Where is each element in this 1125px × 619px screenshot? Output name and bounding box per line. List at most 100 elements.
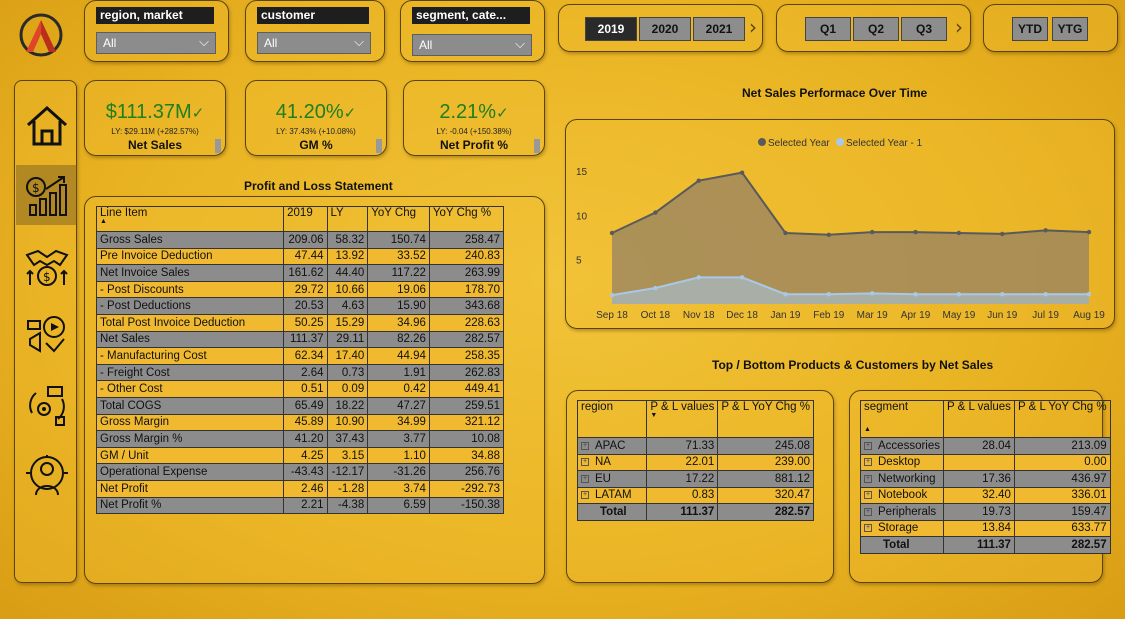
nav-finance[interactable]: $ bbox=[16, 165, 77, 225]
expand-icon[interactable]: + bbox=[864, 441, 872, 450]
table-row[interactable]: + Desktop 0.00 bbox=[860, 453, 1111, 471]
table-row[interactable]: - Other Cost 0.51 0.09 0.42 449.41 bbox=[95, 380, 505, 398]
column-header[interactable]: Line Item ▲ bbox=[95, 206, 285, 232]
column-header[interactable]: P & L values ▼ bbox=[646, 400, 719, 438]
net-sales-area-chart[interactable]: Selected Year Selected Year - 1 5 10 15 Sep 1… bbox=[566, 120, 1116, 330]
table-row[interactable]: Gross Sales 209.06 58.32 150.74 258.47 bbox=[95, 231, 505, 249]
table-row[interactable]: Total Post Invoice Deduction 50.25 15.29 34… bbox=[95, 313, 505, 332]
value-cell: 13.84 bbox=[943, 519, 1015, 537]
sort-up-icon: ▲ bbox=[100, 218, 107, 225]
quarter-q3-button[interactable]: Q3 bbox=[901, 17, 947, 41]
value-cell: 0.83 bbox=[646, 486, 719, 504]
value-cell: -43.43 bbox=[283, 463, 328, 481]
customer-dropdown[interactable]: All ⌵ bbox=[257, 32, 371, 54]
table-row[interactable]: + APAC 71.33 245.08 bbox=[576, 437, 814, 455]
table-row[interactable]: Operational Expense -43.43 -12.17 -31.26 256… bbox=[95, 463, 505, 481]
table-row[interactable]: - Freight Cost 2.64 0.73 1.91 262.83 bbox=[95, 363, 505, 382]
value-cell: 2.21 bbox=[283, 496, 328, 515]
table-row[interactable]: GM / Unit 4.25 3.15 1.10 34.88 bbox=[95, 446, 505, 465]
table-row[interactable]: + Accessories 28.04 213.09 bbox=[860, 437, 1111, 455]
year-2019-button[interactable]: 2019 bbox=[585, 17, 637, 41]
data-point bbox=[1086, 229, 1092, 235]
expand-icon[interactable]: + bbox=[581, 441, 589, 450]
nav-marketing[interactable] bbox=[16, 305, 77, 365]
chevron-right-icon[interactable]: › bbox=[955, 15, 963, 39]
data-point bbox=[696, 178, 701, 183]
nav-home[interactable] bbox=[16, 95, 77, 155]
column-header[interactable]: YoY Chg bbox=[367, 206, 430, 232]
row-label: Peripherals bbox=[878, 505, 937, 518]
customer-slicer[interactable]: customer All ⌵ bbox=[245, 0, 385, 62]
column-header[interactable]: YoY Chg % bbox=[428, 206, 505, 232]
column-header[interactable]: 2019 bbox=[283, 206, 328, 232]
pl-table[interactable]: Line Item ▲ 2019 LY YoY Chg YoY Chg % Gro… bbox=[95, 206, 505, 515]
column-header[interactable]: region bbox=[576, 400, 648, 438]
year-2021-button[interactable]: 2021 bbox=[693, 17, 745, 41]
kpi-gm-percent[interactable]: 41.20%✓ LY: 37.43% (+10.08%) GM % bbox=[245, 80, 387, 156]
table-row[interactable]: + LATAM 0.83 320.47 bbox=[576, 486, 814, 504]
kpi-net-profit-percent[interactable]: 2.21%✓ LY: -0.04 (+150.38%) Net Profit % bbox=[403, 80, 545, 156]
region-market-slicer[interactable]: region, market All ⌵ bbox=[84, 0, 229, 62]
nav-sales[interactable]: $ bbox=[16, 235, 77, 295]
table-row[interactable]: + Notebook 32.40 336.01 bbox=[860, 486, 1111, 504]
expand-icon[interactable]: + bbox=[864, 507, 872, 516]
total-row: Total 111.37 282.57 bbox=[860, 536, 1111, 554]
value-cell: 34.99 bbox=[367, 413, 430, 432]
table-row[interactable]: - Post Deductions 20.53 4.63 15.90 343.68 bbox=[95, 297, 505, 315]
nav-supply-chain[interactable] bbox=[16, 375, 77, 435]
value-cell: 4.63 bbox=[326, 297, 369, 315]
region-market-dropdown[interactable]: All ⌵ bbox=[96, 32, 216, 54]
table-row[interactable]: + NA 22.01 239.00 bbox=[576, 453, 814, 471]
table-row[interactable]: Net Profit 2.46 -1.28 3.74 -292.73 bbox=[95, 479, 505, 498]
year-2020-button[interactable]: 2020 bbox=[639, 17, 691, 41]
expand-icon[interactable]: + bbox=[581, 474, 589, 483]
column-header[interactable]: P & L values bbox=[943, 400, 1015, 438]
quarter-q2-button[interactable]: Q2 bbox=[853, 17, 899, 41]
table-row[interactable]: + Networking 17.36 436.97 bbox=[860, 470, 1111, 488]
table-row[interactable]: - Manufacturing Cost 62.34 17.40 44.94 258.3… bbox=[95, 347, 505, 365]
table-row[interactable]: Total COGS 65.49 18.22 47.27 259.51 bbox=[95, 396, 505, 415]
table-row[interactable]: Pre Invoice Deduction 47.44 13.92 33.52 240.… bbox=[95, 247, 505, 266]
data-point bbox=[696, 275, 701, 280]
chevron-down-icon: ⌵ bbox=[199, 34, 209, 49]
table-row[interactable]: + Storage 13.84 633.77 bbox=[860, 519, 1111, 537]
expand-icon[interactable]: + bbox=[864, 491, 872, 500]
region-table[interactable]: region P & L values ▼ P & L YoY Chg % + AP… bbox=[576, 400, 814, 521]
expand-icon[interactable]: + bbox=[581, 491, 589, 500]
chevron-right-icon[interactable]: › bbox=[749, 15, 757, 39]
ytg-button[interactable]: YTG bbox=[1052, 17, 1088, 41]
table-row[interactable]: - Post Discounts 29.72 10.66 19.06 178.70 bbox=[95, 280, 505, 299]
expand-icon[interactable]: + bbox=[864, 524, 872, 533]
table-row[interactable]: Net Profit % 2.21 -4.38 6.59 -150.38 bbox=[95, 496, 505, 515]
data-point bbox=[956, 230, 962, 236]
segment-category-dropdown[interactable]: All ⌵ bbox=[412, 34, 532, 56]
sort-down-icon: ▼ bbox=[650, 412, 658, 419]
table-row[interactable]: + EU 17.22 881.12 bbox=[576, 470, 814, 488]
segment-category-slicer[interactable]: segment, cate... All ⌵ bbox=[400, 0, 545, 62]
value-cell: 258.47 bbox=[428, 231, 505, 249]
data-point bbox=[1043, 292, 1048, 297]
column-header[interactable]: P & L YoY Chg % bbox=[1013, 400, 1111, 438]
kpi-net-sales[interactable]: $111.37M✓ LY: $29.11M (+282.57%) Net Sal… bbox=[84, 80, 226, 156]
total-value: 282.57 bbox=[717, 503, 814, 521]
column-header[interactable]: P & L YoY Chg % bbox=[717, 400, 814, 438]
column-header[interactable]: LY bbox=[326, 206, 369, 232]
table-row[interactable]: Gross Margin % 41.20 37.43 3.77 10.08 bbox=[95, 430, 505, 448]
expand-icon[interactable]: + bbox=[581, 458, 589, 467]
table-row[interactable]: Net Sales 111.37 29.11 82.26 282.57 bbox=[95, 330, 505, 349]
chevron-down-icon: ⌵ bbox=[354, 34, 364, 49]
expand-icon[interactable]: + bbox=[864, 458, 872, 467]
quarter-q1-button[interactable]: Q1 bbox=[805, 17, 851, 41]
data-point bbox=[1086, 292, 1092, 297]
column-header[interactable]: segment ▲ bbox=[860, 400, 944, 438]
quarter-selector: Q1 Q2 Q3 › bbox=[776, 4, 971, 52]
period-selector: YTD YTG bbox=[983, 4, 1118, 52]
nav-executive[interactable] bbox=[16, 445, 77, 505]
value-cell: 178.70 bbox=[428, 280, 505, 299]
segment-table[interactable]: segment ▲ P & L values P & L YoY Chg % + A… bbox=[860, 400, 1111, 554]
table-row[interactable]: Gross Margin 45.89 10.90 34.99 321.12 bbox=[95, 413, 505, 432]
table-row[interactable]: Net Invoice Sales 161.62 44.40 117.22 263.99 bbox=[95, 264, 505, 282]
table-row[interactable]: + Peripherals 19.73 159.47 bbox=[860, 503, 1111, 521]
ytd-button[interactable]: YTD bbox=[1012, 17, 1048, 41]
expand-icon[interactable]: + bbox=[864, 474, 872, 483]
